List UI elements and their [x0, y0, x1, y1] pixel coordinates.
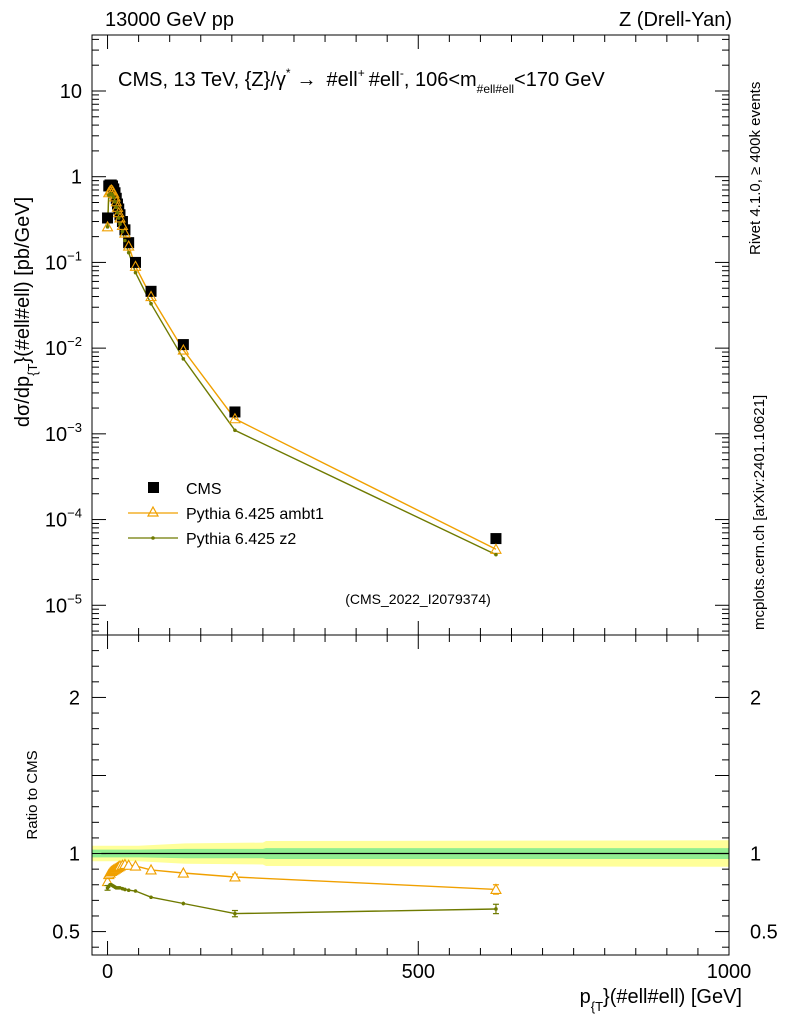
z2-point: [114, 205, 119, 210]
ratio-y-tick-label-right: 2: [750, 687, 761, 709]
z2-ratio-point: [494, 907, 498, 911]
ambt1-ratio-point: [129, 859, 142, 871]
ambt1-ratio-point: [122, 859, 135, 870]
analysis-watermark: (CMS_2022_I2079374): [345, 591, 491, 607]
ambt1-point: [122, 239, 135, 251]
y-tick-label: 1: [71, 167, 82, 189]
ambt1-ratio-point: [145, 863, 157, 875]
cms-point: [490, 533, 502, 545]
z2-point: [233, 428, 237, 433]
z2-ratio-line: [106, 884, 497, 915]
z2-point: [494, 552, 498, 557]
ambt1-point: [229, 412, 241, 424]
ratio-y-tick-label: 2: [69, 687, 80, 709]
z2-point: [116, 216, 121, 220]
ratio-frame: [91, 634, 730, 956]
main-x-ticks: [107, 35, 730, 635]
ratio-y-ticks: 0.5 0.5 1 1 2 2: [52, 650, 778, 948]
ambt1-point: [101, 220, 114, 232]
legend-z2-marker: [151, 536, 155, 540]
cms-point: [229, 406, 241, 418]
z2-point: [123, 238, 127, 243]
ratio-x-ticks: 0 500 1000: [102, 635, 751, 983]
x-tick-label: 0: [102, 961, 113, 983]
z2-point: [181, 357, 186, 361]
z2-ratio-point: [126, 888, 131, 893]
ratio-uncertainty-band: [92, 840, 729, 867]
ambt1-ratio-point: [229, 870, 241, 882]
legend-cms-label: CMS: [186, 481, 222, 498]
legend-ambt1-label: Pythia 6.425 ambt1: [186, 506, 324, 523]
ratio-y-tick-label-right: 0.5: [750, 922, 778, 944]
x-tick-label: 500: [402, 961, 435, 983]
legend-cms-marker: [148, 482, 159, 493]
main-y-label: dσ/dp{T}(#ell#ell) [pb/GeV]: [12, 197, 40, 427]
z2-point: [149, 301, 153, 306]
y-tick-label: 10: [60, 81, 82, 103]
y-tick-label: 10−4: [45, 506, 82, 532]
z2-point: [126, 250, 131, 255]
y-tick-label: 10−5: [45, 591, 82, 617]
cms-point: [114, 209, 126, 221]
z2-point: [105, 225, 110, 229]
ambt1-ratio-line: [106, 863, 497, 891]
legend-z2-label: Pythia 6.425 z2: [186, 531, 296, 548]
z2-point: [111, 195, 116, 200]
ratio-series-marks: [101, 858, 502, 918]
ambt1-point: [129, 260, 142, 271]
ratio-y-tick-label: 1: [69, 844, 80, 866]
cms-point: [102, 212, 114, 224]
x-axis-label: p{T}(#ell#ell) [GeV]: [580, 986, 742, 1014]
main-series-lines: [106, 189, 497, 556]
main-y-ticks: 10 1 10−1 10−2 10−3 10−4 10−5: [45, 38, 729, 632]
ratio-y-label: Ratio to CMS: [24, 750, 41, 839]
z2-point: [120, 229, 125, 234]
z2-point: [115, 210, 120, 215]
z2-line: [106, 193, 497, 556]
ambt1-ratio-point: [490, 883, 502, 894]
legend: CMS Pythia 6.425 ambt1 Pythia 6.425 z2: [128, 481, 324, 548]
y-tick-label: 10−2: [45, 334, 82, 360]
ambt1-ratio-point: [177, 866, 190, 878]
ambt1-line: [106, 189, 497, 550]
cms-point: [110, 192, 122, 204]
z2-ratio-point: [149, 895, 153, 900]
z2-ratio-point: [123, 887, 127, 892]
ambt1-point: [145, 290, 157, 302]
header-left: 13000 GeV pp: [105, 9, 234, 31]
z2-point: [133, 270, 138, 275]
z2-ratio-point: [181, 901, 186, 906]
main-panel: 10 1 10−1 10−2 10−3 10−4 10−5 CMS, 13 TeV, {Z}…: [12, 34, 730, 636]
ambt1-point: [177, 343, 190, 355]
x-tick-label: 1000: [707, 961, 752, 983]
ratio-panel: 0.5 0.5 1 1 2 2 0 500 1000 Ratio to CMS p{T}(#e…: [24, 634, 778, 1014]
header-right: Z (Drell-Yan): [619, 9, 732, 31]
plot-title: CMS, 13 TeV, {Z}/γ* → #ell+ #ell-, 106<m#el…: [118, 66, 605, 96]
ratio-series-lines: [106, 863, 497, 915]
z2-ratio-point: [233, 911, 237, 916]
legend-ambt1-marker: [146, 505, 160, 517]
rivet-version-label: Rivet 4.1.0, ≥ 400k events: [747, 82, 764, 255]
z2-point: [113, 199, 117, 204]
y-tick-label: 10−1: [45, 248, 82, 274]
z2-point: [118, 222, 122, 226]
cms-point: [123, 237, 135, 249]
ratio-y-tick-label: 0.5: [52, 922, 80, 944]
y-tick-label: 10−3: [45, 420, 82, 446]
main-series-marks: [101, 179, 502, 557]
cms-point: [113, 203, 125, 215]
mcplots-label: mcplots.cern.ch [arXiv:2401.10621]: [751, 395, 768, 630]
z2-ratio-point: [133, 889, 138, 893]
ratio-y-tick-label-right: 1: [750, 844, 761, 866]
